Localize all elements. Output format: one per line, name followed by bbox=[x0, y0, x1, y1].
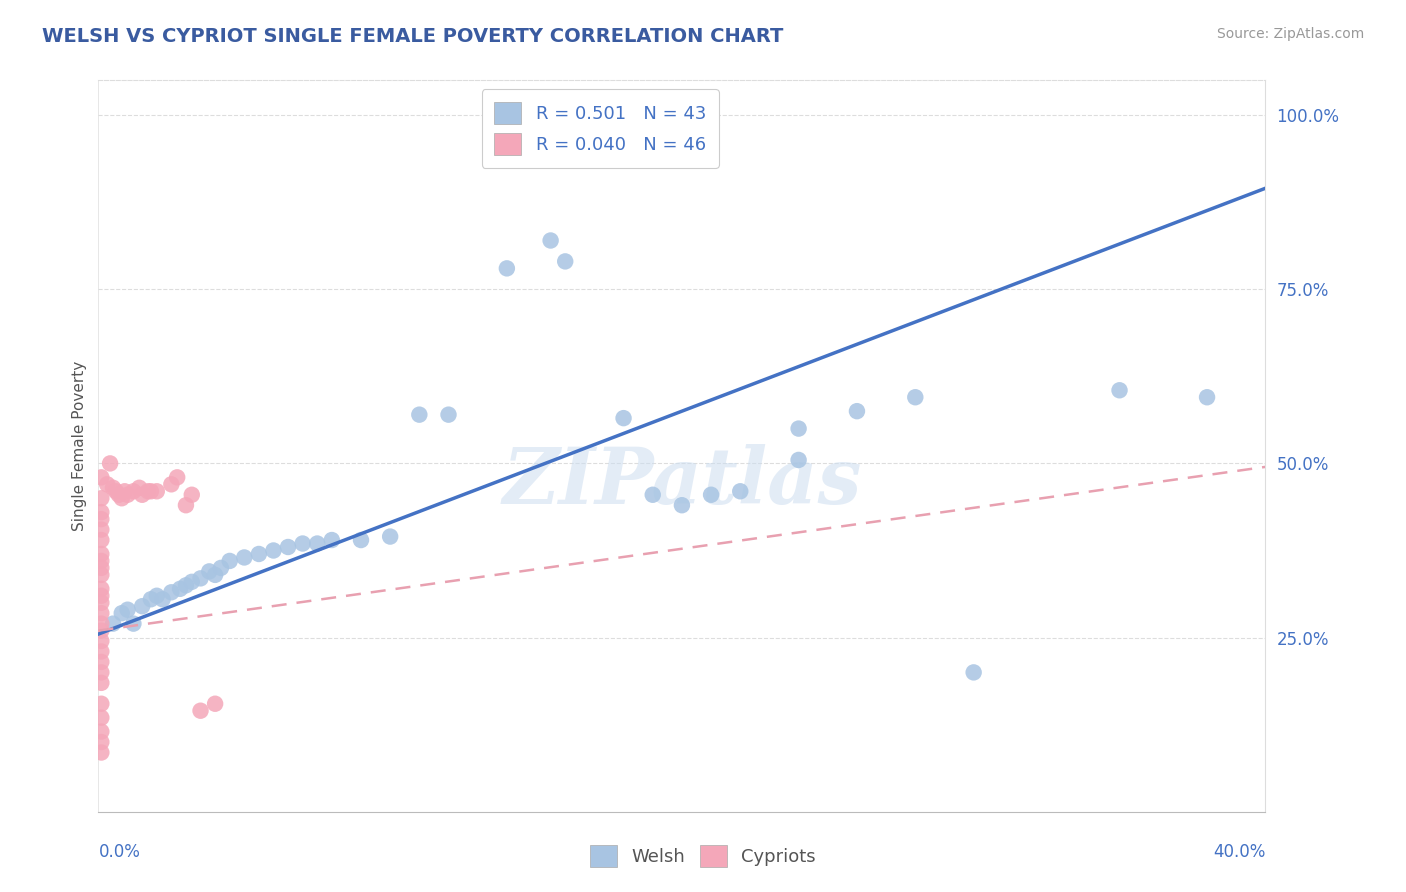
Point bbox=[90, 589, 112, 603]
Point bbox=[180, 574, 202, 589]
Point bbox=[190, 704, 212, 718]
Point bbox=[90, 724, 112, 739]
Point bbox=[90, 606, 112, 620]
Point bbox=[90, 582, 112, 596]
Point bbox=[904, 390, 927, 404]
Point bbox=[291, 536, 314, 550]
Point bbox=[122, 616, 145, 631]
Point bbox=[90, 505, 112, 519]
Point bbox=[90, 624, 112, 638]
Point bbox=[204, 567, 226, 582]
Point bbox=[139, 484, 162, 499]
Point bbox=[174, 498, 197, 512]
Point bbox=[104, 484, 127, 499]
Point bbox=[90, 523, 112, 537]
Point bbox=[787, 453, 810, 467]
Point bbox=[90, 711, 112, 725]
Point bbox=[166, 470, 188, 484]
Point bbox=[495, 261, 517, 276]
Point bbox=[122, 484, 145, 499]
Point bbox=[146, 589, 169, 603]
Point bbox=[152, 592, 174, 607]
Point bbox=[114, 484, 136, 499]
Point bbox=[90, 567, 112, 582]
Legend: R = 0.501   N = 43, R = 0.040   N = 46: R = 0.501 N = 43, R = 0.040 N = 46 bbox=[482, 89, 718, 168]
Text: 40.0%: 40.0% bbox=[1213, 843, 1265, 861]
Point bbox=[233, 550, 256, 565]
Point bbox=[101, 481, 124, 495]
Point bbox=[117, 603, 139, 617]
Point bbox=[169, 582, 191, 596]
Point bbox=[90, 554, 112, 568]
Point bbox=[540, 234, 562, 248]
Point bbox=[174, 578, 197, 592]
Point bbox=[139, 592, 162, 607]
Point bbox=[90, 491, 112, 506]
Point bbox=[277, 540, 299, 554]
Point bbox=[117, 488, 139, 502]
Point bbox=[160, 477, 183, 491]
Point bbox=[845, 404, 868, 418]
Point bbox=[728, 484, 751, 499]
Point bbox=[218, 554, 240, 568]
Point bbox=[136, 484, 159, 499]
Point bbox=[408, 408, 430, 422]
Point bbox=[90, 676, 112, 690]
Point bbox=[90, 697, 112, 711]
Text: Source: ZipAtlas.com: Source: ZipAtlas.com bbox=[1216, 27, 1364, 41]
Point bbox=[247, 547, 270, 561]
Point bbox=[128, 481, 150, 495]
Point bbox=[641, 488, 664, 502]
Text: WELSH VS CYPRIOT SINGLE FEMALE POVERTY CORRELATION CHART: WELSH VS CYPRIOT SINGLE FEMALE POVERTY C… bbox=[42, 27, 783, 45]
Point bbox=[90, 547, 112, 561]
Point bbox=[90, 746, 112, 760]
Point bbox=[378, 530, 402, 544]
Point bbox=[160, 585, 183, 599]
Text: 0.0%: 0.0% bbox=[98, 843, 141, 861]
Point bbox=[90, 644, 112, 658]
Point bbox=[700, 488, 723, 502]
Point bbox=[98, 457, 121, 471]
Point bbox=[204, 697, 226, 711]
Point bbox=[108, 488, 131, 502]
Point bbox=[198, 565, 221, 579]
Point bbox=[1195, 390, 1218, 404]
Point bbox=[90, 596, 112, 610]
Point bbox=[1108, 384, 1130, 398]
Point bbox=[671, 498, 693, 512]
Point bbox=[262, 543, 284, 558]
Legend: Welsh, Cypriots: Welsh, Cypriots bbox=[583, 838, 823, 874]
Point bbox=[90, 512, 112, 526]
Point bbox=[787, 421, 810, 435]
Point bbox=[90, 634, 112, 648]
Text: ZIPatlas: ZIPatlas bbox=[502, 444, 862, 521]
Point bbox=[90, 665, 112, 680]
Point bbox=[131, 488, 153, 502]
Point bbox=[612, 411, 634, 425]
Point bbox=[146, 484, 169, 499]
Point bbox=[101, 616, 124, 631]
Point bbox=[111, 606, 134, 620]
Point bbox=[321, 533, 343, 547]
Point bbox=[962, 665, 984, 680]
Point bbox=[131, 599, 153, 614]
Point bbox=[96, 477, 118, 491]
Point bbox=[180, 488, 202, 502]
Y-axis label: Single Female Poverty: Single Female Poverty bbox=[72, 361, 87, 531]
Point bbox=[90, 561, 112, 575]
Point bbox=[90, 533, 112, 547]
Point bbox=[190, 571, 212, 585]
Point bbox=[90, 655, 112, 669]
Point bbox=[554, 254, 576, 268]
Point bbox=[437, 408, 460, 422]
Point bbox=[307, 536, 329, 550]
Point bbox=[90, 735, 112, 749]
Point bbox=[209, 561, 232, 575]
Point bbox=[111, 491, 134, 506]
Point bbox=[350, 533, 373, 547]
Point bbox=[90, 470, 112, 484]
Point bbox=[90, 616, 112, 631]
